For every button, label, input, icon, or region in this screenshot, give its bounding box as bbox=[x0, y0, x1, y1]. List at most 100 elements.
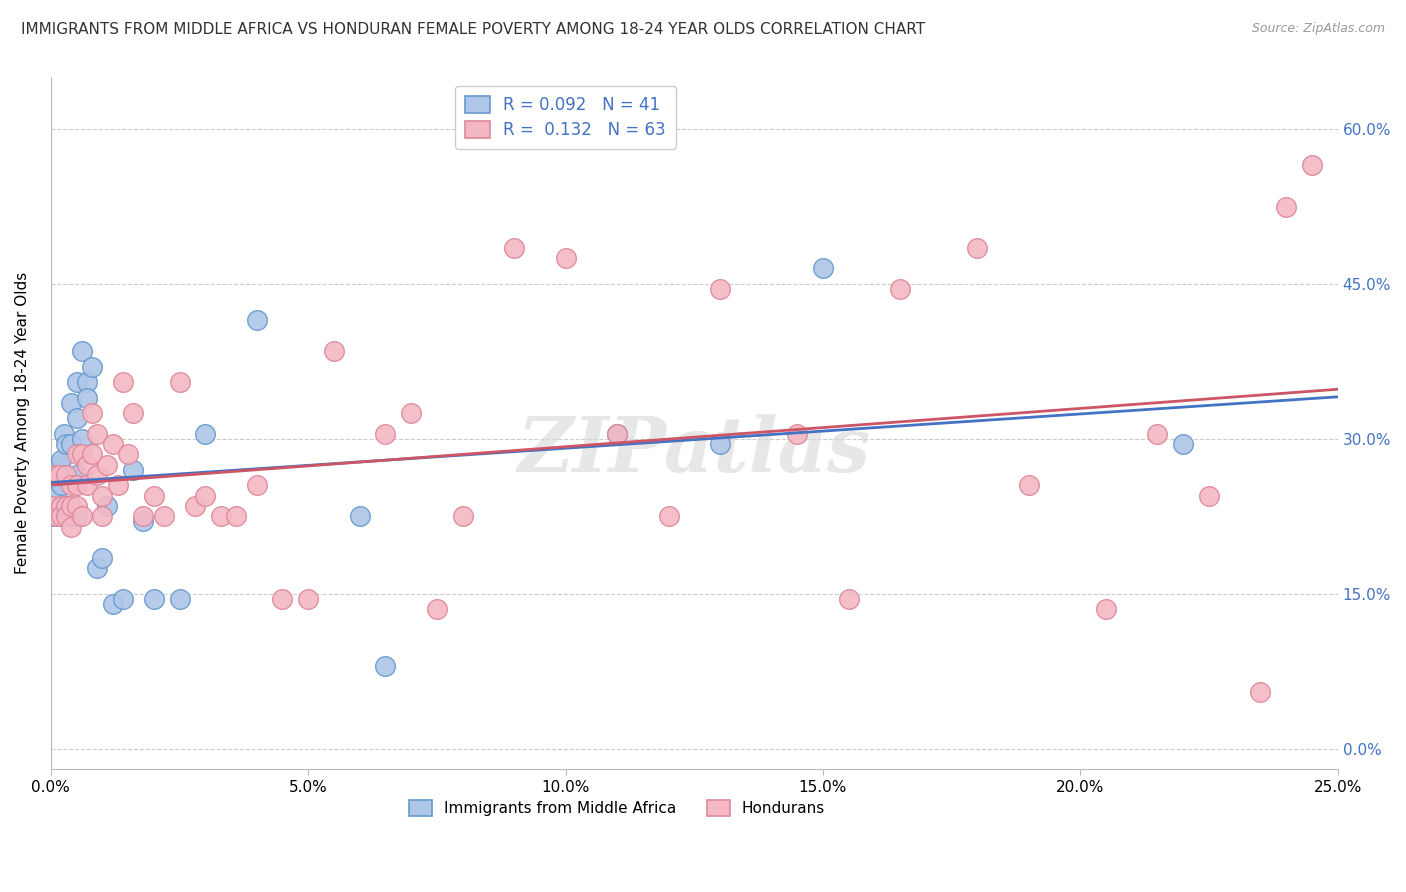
Text: ZIPatlas: ZIPatlas bbox=[517, 414, 870, 488]
Text: IMMIGRANTS FROM MIDDLE AFRICA VS HONDURAN FEMALE POVERTY AMONG 18-24 YEAR OLDS C: IMMIGRANTS FROM MIDDLE AFRICA VS HONDURA… bbox=[21, 22, 925, 37]
Point bbox=[194, 426, 217, 441]
Point bbox=[1173, 437, 1195, 451]
Y-axis label: Female Poverty Among 18-24 Year Olds: Female Poverty Among 18-24 Year Olds bbox=[15, 272, 30, 574]
Point bbox=[55, 499, 77, 513]
Point bbox=[45, 468, 67, 483]
Point bbox=[117, 447, 139, 461]
Point bbox=[70, 432, 93, 446]
Point bbox=[246, 478, 269, 492]
Point bbox=[399, 406, 422, 420]
Point bbox=[811, 261, 834, 276]
Point bbox=[55, 437, 77, 451]
Point bbox=[209, 509, 232, 524]
Point bbox=[45, 489, 67, 503]
Point bbox=[96, 458, 118, 472]
Point bbox=[1301, 158, 1323, 172]
Point bbox=[91, 489, 114, 503]
Point bbox=[55, 468, 77, 483]
Point bbox=[184, 499, 207, 513]
Point bbox=[374, 426, 396, 441]
Point bbox=[49, 452, 72, 467]
Point bbox=[60, 499, 83, 513]
Point bbox=[86, 561, 108, 575]
Point bbox=[169, 375, 191, 389]
Point bbox=[42, 499, 65, 513]
Point bbox=[48, 468, 70, 483]
Point bbox=[80, 447, 103, 461]
Point bbox=[838, 591, 860, 606]
Point bbox=[606, 426, 628, 441]
Point bbox=[45, 509, 67, 524]
Point bbox=[1146, 426, 1168, 441]
Point bbox=[60, 478, 83, 492]
Point bbox=[49, 478, 72, 492]
Point bbox=[786, 426, 808, 441]
Point bbox=[107, 478, 129, 492]
Point bbox=[49, 509, 72, 524]
Point bbox=[86, 468, 108, 483]
Point bbox=[349, 509, 371, 524]
Point bbox=[65, 509, 87, 524]
Point bbox=[889, 282, 911, 296]
Point bbox=[55, 468, 77, 483]
Point bbox=[142, 489, 165, 503]
Point bbox=[101, 597, 124, 611]
Point bbox=[76, 478, 98, 492]
Point bbox=[169, 591, 191, 606]
Point bbox=[1275, 200, 1298, 214]
Point bbox=[271, 591, 294, 606]
Point bbox=[111, 591, 134, 606]
Point bbox=[374, 659, 396, 673]
Point bbox=[246, 313, 269, 327]
Point bbox=[52, 426, 75, 441]
Point bbox=[1198, 489, 1220, 503]
Point bbox=[42, 509, 65, 524]
Point bbox=[122, 463, 145, 477]
Point bbox=[60, 437, 83, 451]
Point bbox=[323, 344, 346, 359]
Point bbox=[96, 499, 118, 513]
Point bbox=[65, 411, 87, 425]
Point bbox=[297, 591, 319, 606]
Point bbox=[49, 509, 72, 524]
Point bbox=[65, 375, 87, 389]
Point bbox=[122, 406, 145, 420]
Point bbox=[91, 509, 114, 524]
Point bbox=[451, 509, 474, 524]
Point bbox=[1249, 685, 1271, 699]
Point bbox=[60, 509, 83, 524]
Point bbox=[76, 458, 98, 472]
Point bbox=[60, 519, 83, 533]
Point bbox=[1095, 602, 1118, 616]
Point bbox=[132, 509, 155, 524]
Point bbox=[966, 241, 988, 255]
Point bbox=[49, 499, 72, 513]
Legend: Immigrants from Middle Africa, Hondurans: Immigrants from Middle Africa, Hondurans bbox=[401, 793, 832, 824]
Point bbox=[91, 550, 114, 565]
Point bbox=[60, 395, 83, 409]
Point bbox=[65, 499, 87, 513]
Point bbox=[55, 499, 77, 513]
Point bbox=[225, 509, 247, 524]
Point bbox=[80, 406, 103, 420]
Point bbox=[101, 437, 124, 451]
Point bbox=[80, 359, 103, 374]
Point bbox=[194, 489, 217, 503]
Point bbox=[86, 426, 108, 441]
Point bbox=[70, 509, 93, 524]
Point bbox=[142, 591, 165, 606]
Point bbox=[111, 375, 134, 389]
Point bbox=[503, 241, 526, 255]
Point bbox=[132, 515, 155, 529]
Point bbox=[48, 458, 70, 472]
Point bbox=[76, 375, 98, 389]
Point bbox=[426, 602, 449, 616]
Point bbox=[45, 468, 67, 483]
Point bbox=[70, 344, 93, 359]
Point bbox=[554, 251, 576, 265]
Point bbox=[65, 478, 87, 492]
Point bbox=[65, 468, 87, 483]
Point bbox=[65, 447, 87, 461]
Point bbox=[70, 447, 93, 461]
Text: Source: ZipAtlas.com: Source: ZipAtlas.com bbox=[1251, 22, 1385, 36]
